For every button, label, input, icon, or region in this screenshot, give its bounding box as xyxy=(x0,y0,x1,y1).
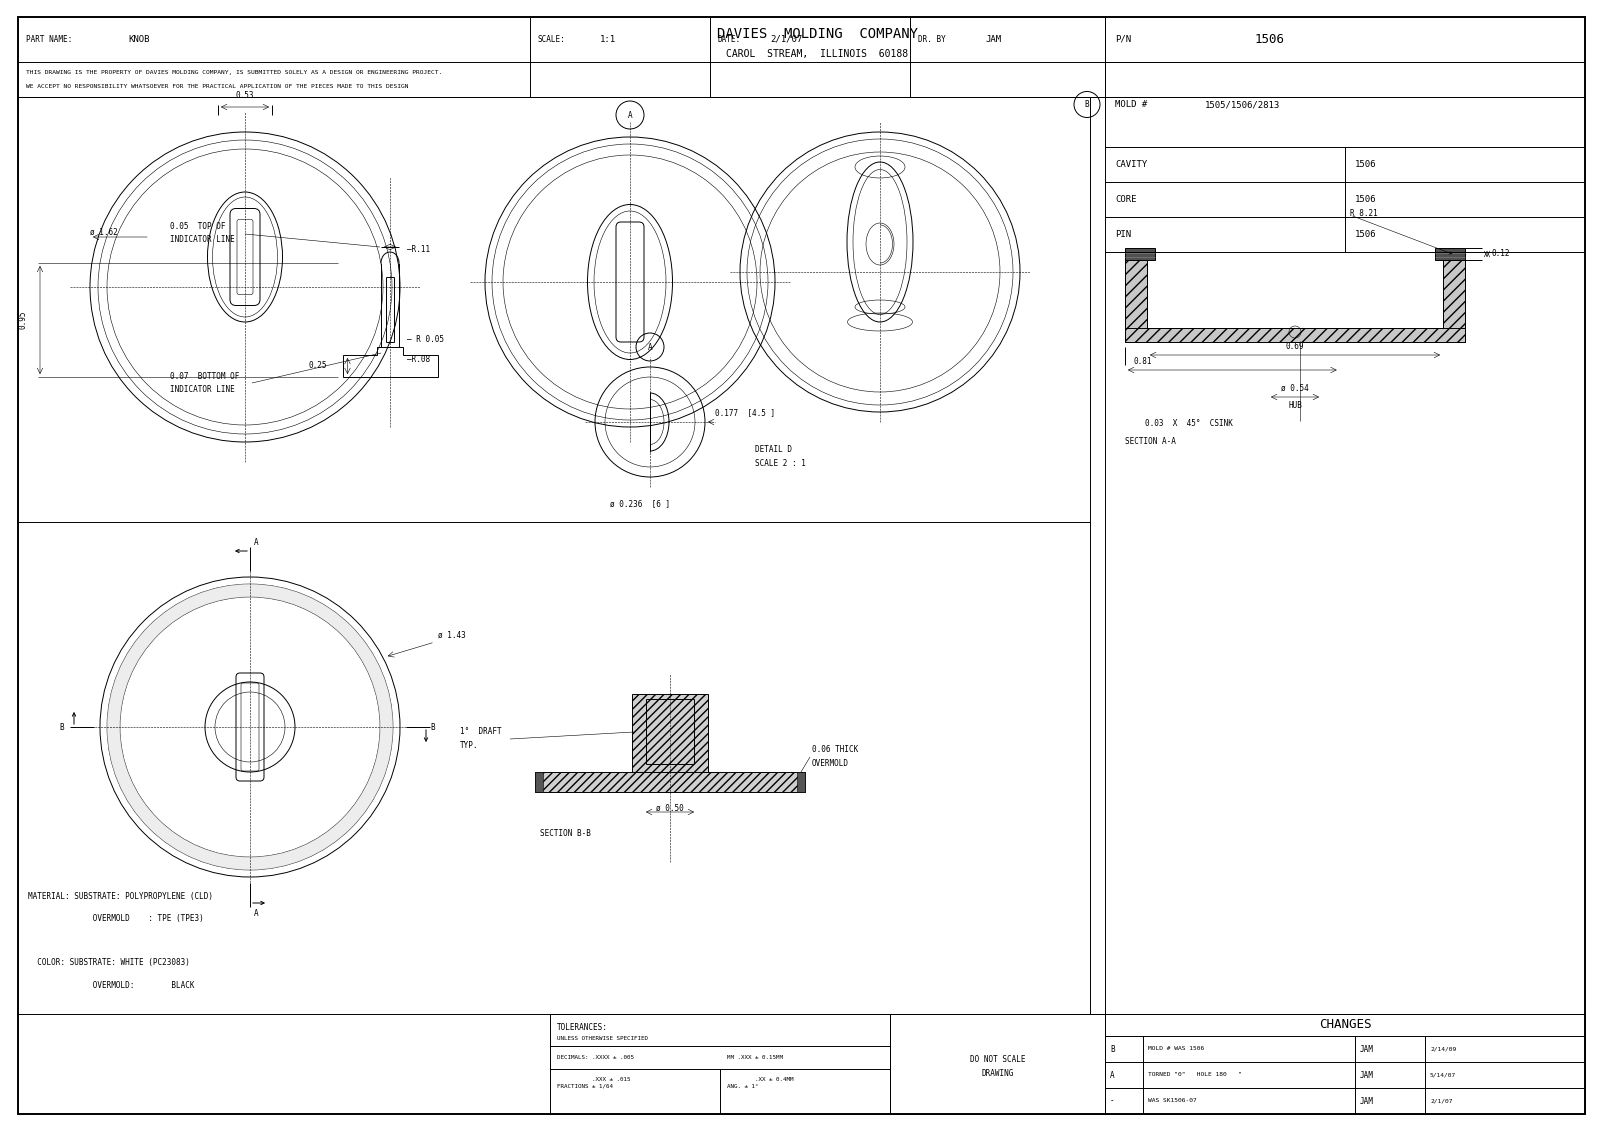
Text: JAM: JAM xyxy=(1360,1045,1374,1054)
Polygon shape xyxy=(534,772,542,792)
Bar xyxy=(550,1014,890,1114)
Text: COLOR: SUBSTRATE: WHITE (PC23083): COLOR: SUBSTRATE: WHITE (PC23083) xyxy=(29,959,190,968)
Text: 1°  DRAFT: 1° DRAFT xyxy=(461,728,502,737)
Text: TYP.: TYP. xyxy=(461,740,478,749)
Text: JAM: JAM xyxy=(1360,1097,1374,1106)
Text: -: - xyxy=(1110,1097,1115,1106)
Text: 0.03  X  45°  CSINK: 0.03 X 45° CSINK xyxy=(1146,420,1234,429)
Text: 5/14/07: 5/14/07 xyxy=(1430,1072,1456,1078)
Text: 0.05  TOP OF: 0.05 TOP OF xyxy=(170,223,226,232)
Text: ø 0.54: ø 0.54 xyxy=(1282,384,1309,393)
Text: 1506: 1506 xyxy=(1355,160,1376,169)
Text: SCALE 2 : 1: SCALE 2 : 1 xyxy=(755,460,806,469)
Text: A: A xyxy=(1110,1071,1115,1080)
Text: WAS SK1506-07: WAS SK1506-07 xyxy=(1149,1098,1197,1104)
Text: A: A xyxy=(254,538,259,547)
Text: 0.06 THICK: 0.06 THICK xyxy=(811,746,858,755)
Text: 1506: 1506 xyxy=(1355,230,1376,239)
Text: WE ACCEPT NO RESPONSIBILITY WHATSOEVER FOR THE PRACTICAL APPLICATION OF THE PIEC: WE ACCEPT NO RESPONSIBILITY WHATSOEVER F… xyxy=(26,84,408,89)
Text: SECTION A-A: SECTION A-A xyxy=(1125,437,1176,446)
Text: UNLESS OTHERWISE SPECIFIED: UNLESS OTHERWISE SPECIFIED xyxy=(557,1036,648,1040)
Polygon shape xyxy=(797,772,805,792)
Text: THIS DRAWING IS THE PROPERTY OF DAVIES MOLDING COMPANY, IS SUBMITTED SOLELY AS A: THIS DRAWING IS THE PROPERTY OF DAVIES M… xyxy=(26,70,442,75)
Text: OVERMOLD: OVERMOLD xyxy=(811,758,850,767)
Text: A: A xyxy=(648,343,653,352)
Polygon shape xyxy=(534,772,805,792)
Text: B: B xyxy=(59,722,64,731)
Text: MM .XXX ± 0.15MM: MM .XXX ± 0.15MM xyxy=(726,1055,782,1060)
Text: MOLD #: MOLD # xyxy=(1115,100,1147,109)
Text: HUB: HUB xyxy=(1288,401,1302,410)
Text: KNOB: KNOB xyxy=(128,35,149,44)
Text: B: B xyxy=(430,722,435,731)
Text: OVERMOLD:        BLACK: OVERMOLD: BLACK xyxy=(29,980,195,989)
Text: CAVITY: CAVITY xyxy=(1115,160,1147,169)
Text: 0.81: 0.81 xyxy=(1133,357,1152,366)
Text: DR. BY: DR. BY xyxy=(918,35,946,44)
Text: ø 0.50: ø 0.50 xyxy=(656,804,683,813)
Polygon shape xyxy=(1125,248,1155,260)
Text: 0.07  BOTTOM OF: 0.07 BOTTOM OF xyxy=(170,372,240,381)
Text: 0.25: 0.25 xyxy=(309,361,326,370)
Text: DAVIES  MOLDING  COMPANY: DAVIES MOLDING COMPANY xyxy=(717,27,918,42)
Text: 1505/1506/2813: 1505/1506/2813 xyxy=(1205,100,1280,109)
Text: DO NOT SCALE: DO NOT SCALE xyxy=(970,1055,1026,1063)
Text: —R.08: —R.08 xyxy=(406,355,430,365)
Text: 1:1: 1:1 xyxy=(600,35,616,44)
Text: .XXX ± .015: .XXX ± .015 xyxy=(557,1077,630,1082)
Text: 2/1/07: 2/1/07 xyxy=(770,35,802,44)
Text: SECTION B-B: SECTION B-B xyxy=(541,830,590,839)
Text: OVERMOLD    : TPE (TPE3): OVERMOLD : TPE (TPE3) xyxy=(29,915,203,924)
Text: P/N: P/N xyxy=(1115,35,1131,44)
Text: — R 0.05: — R 0.05 xyxy=(406,335,443,344)
Text: SCALE:: SCALE: xyxy=(538,35,566,44)
Text: 0.12: 0.12 xyxy=(1491,249,1509,258)
Text: PIN: PIN xyxy=(1115,230,1131,239)
Polygon shape xyxy=(1125,260,1147,342)
Text: 0.95: 0.95 xyxy=(19,311,27,329)
Polygon shape xyxy=(1443,260,1466,342)
Text: B: B xyxy=(1085,100,1090,109)
Text: A: A xyxy=(254,909,259,918)
Polygon shape xyxy=(1125,328,1466,342)
Text: CAROL  STREAM,  ILLINOIS  60188: CAROL STREAM, ILLINOIS 60188 xyxy=(726,50,909,60)
Text: R 8.21: R 8.21 xyxy=(1350,208,1378,217)
Text: CORE: CORE xyxy=(1115,195,1136,204)
Text: 2/1/07: 2/1/07 xyxy=(1430,1098,1453,1104)
Text: ø 0.236  [6 ]: ø 0.236 [6 ] xyxy=(610,499,670,508)
Text: DECIMALS: .XXXX ± .005: DECIMALS: .XXXX ± .005 xyxy=(557,1055,634,1060)
Text: PART NAME:: PART NAME: xyxy=(26,35,72,44)
Bar xyxy=(1106,1014,1586,1114)
Text: ø 1.62: ø 1.62 xyxy=(90,228,118,237)
Polygon shape xyxy=(632,694,707,772)
Text: CHANGES: CHANGES xyxy=(1318,1019,1371,1031)
Text: INDICATOR LINE: INDICATOR LINE xyxy=(170,235,235,245)
Text: —R.11: —R.11 xyxy=(406,246,430,255)
Text: TORNED "0"   HOLE 180   ": TORNED "0" HOLE 180 " xyxy=(1149,1072,1242,1078)
Text: B: B xyxy=(1110,1045,1115,1054)
Text: A: A xyxy=(627,111,632,120)
Text: INDICATOR LINE: INDICATOR LINE xyxy=(170,386,235,394)
Text: 0.53: 0.53 xyxy=(235,91,254,100)
Text: DRAWING: DRAWING xyxy=(981,1070,1014,1079)
Text: ø 1.43: ø 1.43 xyxy=(438,631,466,640)
Text: DETAIL D: DETAIL D xyxy=(755,446,792,455)
Text: JAM: JAM xyxy=(986,35,1002,44)
Text: 1506: 1506 xyxy=(1355,195,1376,204)
Text: FRACTIONS ± 1/64: FRACTIONS ± 1/64 xyxy=(557,1084,613,1089)
Text: DATE:: DATE: xyxy=(718,35,741,44)
Text: 0.69: 0.69 xyxy=(1286,342,1304,351)
Text: 1506: 1506 xyxy=(1254,33,1285,46)
Text: 0.177  [4.5 ]: 0.177 [4.5 ] xyxy=(715,408,774,417)
Text: 2/14/09: 2/14/09 xyxy=(1430,1046,1456,1052)
Text: .XX ± 0.4MM: .XX ± 0.4MM xyxy=(726,1077,794,1082)
Text: MOLD # WAS 1506: MOLD # WAS 1506 xyxy=(1149,1046,1205,1052)
Bar xyxy=(890,1014,1106,1114)
Polygon shape xyxy=(107,584,394,871)
Text: TOLERANCES:: TOLERANCES: xyxy=(557,1022,608,1031)
Polygon shape xyxy=(1435,248,1466,260)
Text: MATERIAL: SUBSTRATE: POLYPROPYLENE (CLD): MATERIAL: SUBSTRATE: POLYPROPYLENE (CLD) xyxy=(29,892,213,901)
Text: JAM: JAM xyxy=(1360,1071,1374,1080)
Text: ANG. ± 1°: ANG. ± 1° xyxy=(726,1084,758,1089)
